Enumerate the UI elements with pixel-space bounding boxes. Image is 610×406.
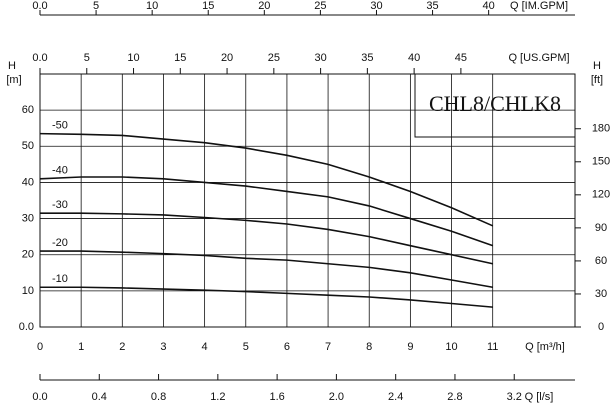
curve <box>39 132 494 227</box>
series-label: -40 <box>52 165 68 177</box>
secondary-x-tick-label: 40 <box>408 52 420 64</box>
curve <box>39 176 493 247</box>
x-tick-label: 5 <box>243 341 249 353</box>
secondary-x-tick-label: 30 <box>314 52 326 64</box>
x-tick-label: 10 <box>445 341 457 353</box>
secondary-x-tick-label: 45 <box>455 52 467 64</box>
secondary-x-tick-label: 2.8 <box>447 391 462 403</box>
curve <box>40 250 493 289</box>
secondary-x-tick-label: 2.4 <box>388 391 403 403</box>
x-tick-label: 8 <box>366 341 372 353</box>
secondary-x-tick-label: 1.6 <box>269 391 284 403</box>
secondary-x-tick-label: 0.0 <box>32 52 47 64</box>
y2-tick-label: 30 <box>595 288 607 300</box>
secondary-x-tick-label: 3.2 <box>507 391 522 403</box>
secondary-x-tick-label: 0.8 <box>151 391 166 403</box>
x-label: Q [m³/h] <box>525 341 565 353</box>
series-label: -30 <box>52 199 68 211</box>
y2-label: H <box>593 60 601 72</box>
y2-tick-label: 0 <box>598 321 604 333</box>
secondary-x-tick-label: 40 <box>483 0 495 12</box>
y-tick-label: 0.0 <box>19 321 34 333</box>
y2-tick-label: 60 <box>595 255 607 267</box>
series-label: -50 <box>52 120 68 132</box>
y2-tick-label: 90 <box>595 222 607 234</box>
y-tick-label: 60 <box>22 104 34 116</box>
y-label: H <box>8 60 16 72</box>
secondary-x-tick-label: 25 <box>314 0 326 12</box>
x-tick-label: 4 <box>202 341 208 353</box>
secondary-x-tick-label: 10 <box>146 0 158 12</box>
x-tick-label: 11 <box>487 341 498 353</box>
secondary-x-tick-label: 35 <box>426 0 438 12</box>
y2-tick-label: 120 <box>592 189 610 201</box>
series-label: -10 <box>52 273 68 285</box>
secondary-x-tick-label: 0.0 <box>32 0 47 12</box>
x-tick-label: 0 <box>37 341 43 353</box>
secondary-x-tick-label: 20 <box>258 0 270 12</box>
secondary-x-tick-label: 10 <box>127 52 139 64</box>
secondary-x-tick-label: 1.2 <box>210 391 225 403</box>
y-tick-label: 30 <box>22 212 34 224</box>
secondary-x-tick-label: 2.0 <box>329 391 344 403</box>
x-tick-label: 7 <box>325 341 331 353</box>
y2-unit: [ft] <box>591 74 603 86</box>
y-tick-label: 40 <box>22 176 34 188</box>
secondary-x-tick-label: 30 <box>370 0 382 12</box>
secondary-x-tick-label: 35 <box>361 52 373 64</box>
secondary-x-label: Q [IM.GPM] <box>510 0 568 12</box>
y2-tick-label: 180 <box>592 123 610 135</box>
secondary-x-tick-label: 15 <box>202 0 214 12</box>
secondary-x-tick-label: 25 <box>268 52 280 64</box>
curve <box>40 212 493 265</box>
x-tick-label: 3 <box>160 341 166 353</box>
secondary-x-tick-label: 15 <box>174 52 186 64</box>
x-tick-label: 1 <box>78 341 84 353</box>
curve <box>40 286 493 308</box>
y-tick-label: 20 <box>22 249 34 261</box>
chart-title: CHL8/CHLK8 <box>429 91 561 116</box>
secondary-x-label: Q [US.GPM] <box>508 52 569 64</box>
secondary-x-tick-label: 0.0 <box>32 391 47 403</box>
secondary-x-tick-label: 20 <box>221 52 233 64</box>
x-tick-label: 9 <box>407 341 413 353</box>
y-unit: [m] <box>6 74 21 86</box>
y2-tick-label: 150 <box>592 156 610 168</box>
y-tick-label: 50 <box>22 140 34 152</box>
series-label: -20 <box>52 237 68 249</box>
secondary-x-tick-label: 5 <box>93 0 99 12</box>
x-tick-label: 6 <box>284 341 290 353</box>
secondary-x-tick-label: 0.4 <box>92 391 107 403</box>
y-tick-label: 10 <box>22 285 34 297</box>
secondary-x-label: Q [l/s] <box>525 391 554 403</box>
title-box <box>414 73 576 138</box>
x-tick-label: 2 <box>119 341 125 353</box>
secondary-x-tick-label: 5 <box>84 52 90 64</box>
